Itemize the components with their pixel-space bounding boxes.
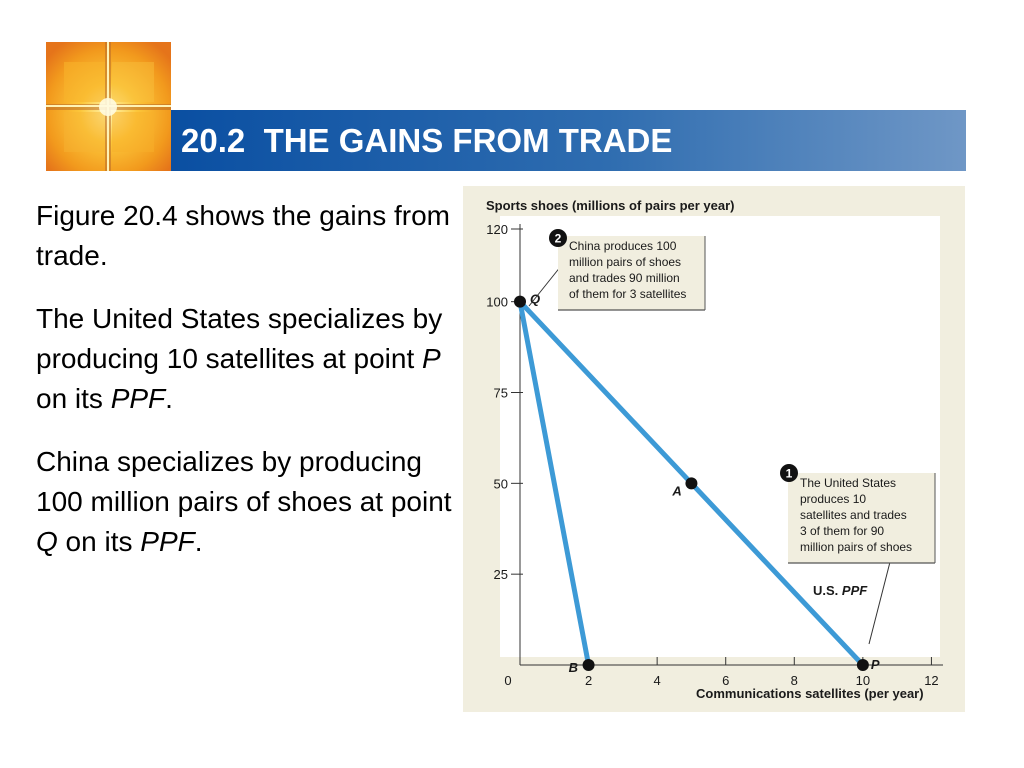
x-tick-label: 0	[504, 673, 511, 688]
annotation-us-badge	[780, 464, 798, 482]
us-ppf-label-ppf: PPF	[842, 583, 868, 598]
x-tick-label: 6	[722, 673, 729, 688]
x-tick-label: 4	[654, 673, 661, 688]
annotation-us-line: satellites and trades	[800, 508, 907, 522]
slide-title: 20.2 THE GAINS FROM TRADE	[181, 122, 673, 159]
annotation-china: 2 China produces 100 million pairs of sh…	[528, 229, 706, 311]
point-p-label: P	[871, 657, 880, 672]
y-tick-label: 100	[486, 295, 508, 310]
annotation-china-line: million pairs of shoes	[569, 255, 681, 269]
paragraph-us-text-b: on its	[36, 383, 111, 414]
title-bar: 20.2 THE GAINS FROM TRADE	[171, 110, 966, 171]
paragraph-us-text-a: The United States specializes by produci…	[36, 303, 443, 374]
y-tick-label: 25	[494, 567, 508, 582]
point-p-ref: P	[422, 343, 441, 374]
annotation-china-box	[558, 236, 705, 310]
annotation-china-line: and trades 90 million	[569, 271, 680, 285]
ppf-ref-china: PPF	[140, 526, 195, 557]
annotation-us-line: million pairs of shoes	[800, 540, 912, 554]
y-tick-label: 75	[494, 386, 508, 401]
paragraph-intro: Figure 20.4 shows the gains from trade.	[36, 200, 450, 271]
us-ppf-label-prefix: U.S.	[813, 583, 842, 598]
annotation-china-badge	[549, 229, 567, 247]
point-p-marker	[856, 659, 869, 671]
annotation-us-line: produces 10	[800, 492, 866, 506]
annotation-us-text: The United States produces 10 satellites…	[800, 476, 912, 554]
annotation-china-leader	[528, 265, 562, 307]
y-tick-label: 50	[494, 476, 508, 491]
paragraph-china-text-a: China specializes by producing 100 milli…	[36, 446, 452, 517]
annotation-us: 1 The United States produces 10 satellit…	[780, 464, 936, 645]
annotation-us-line: The United States	[800, 476, 896, 490]
ppf-chart: Sports shoes (millions of pairs per year…	[486, 198, 943, 701]
x-tick-label: 10	[856, 673, 870, 688]
point-b-marker	[582, 659, 595, 671]
x-tick-label: 2	[585, 673, 592, 688]
ppf-ref-us: PPF	[110, 383, 166, 414]
point-q-marker	[514, 295, 526, 308]
paragraph-china-text-c: .	[194, 526, 203, 557]
body-text: Figure 20.4 shows the gains from trade. …	[36, 196, 456, 585]
x-axis-label: Communications satellites (per year)	[696, 686, 924, 701]
annotation-china-line: China produces 100	[569, 239, 677, 253]
annotation-china-line: of them for 3 satellites	[569, 287, 686, 301]
y-axis-label: Sports shoes (millions of pairs per year…	[486, 198, 735, 213]
annotation-us-line: 3 of them for 90	[800, 524, 884, 538]
x-tick-label: 12	[924, 673, 938, 688]
paragraph-china: China specializes by producing 100 milli…	[36, 442, 456, 562]
chart-panel: Sports shoes (millions of pairs per year…	[463, 186, 965, 712]
annotation-china-text: China produces 100 million pairs of shoe…	[569, 239, 686, 301]
x-tick-label: 8	[791, 673, 798, 688]
paragraph-us: The United States specializes by produci…	[36, 299, 456, 419]
china-ppf-line	[517, 299, 592, 668]
point-a-marker	[685, 477, 698, 490]
logo-image	[46, 42, 171, 171]
point-a-label: A	[671, 483, 681, 498]
annotation-us-leader	[868, 561, 891, 645]
point-q-ref: Q	[36, 526, 58, 557]
paragraph-us-text-c: .	[165, 383, 173, 414]
annotation-us-box	[788, 473, 935, 563]
annotation-china-number: 2	[555, 232, 562, 246]
point-b-label: B	[569, 660, 578, 675]
paragraph-china-text-b: on its	[57, 526, 141, 557]
annotation-us-number: 1	[786, 467, 793, 481]
us-ppf-label: U.S. PPF	[813, 583, 868, 598]
y-tick-label: 120	[486, 222, 508, 237]
